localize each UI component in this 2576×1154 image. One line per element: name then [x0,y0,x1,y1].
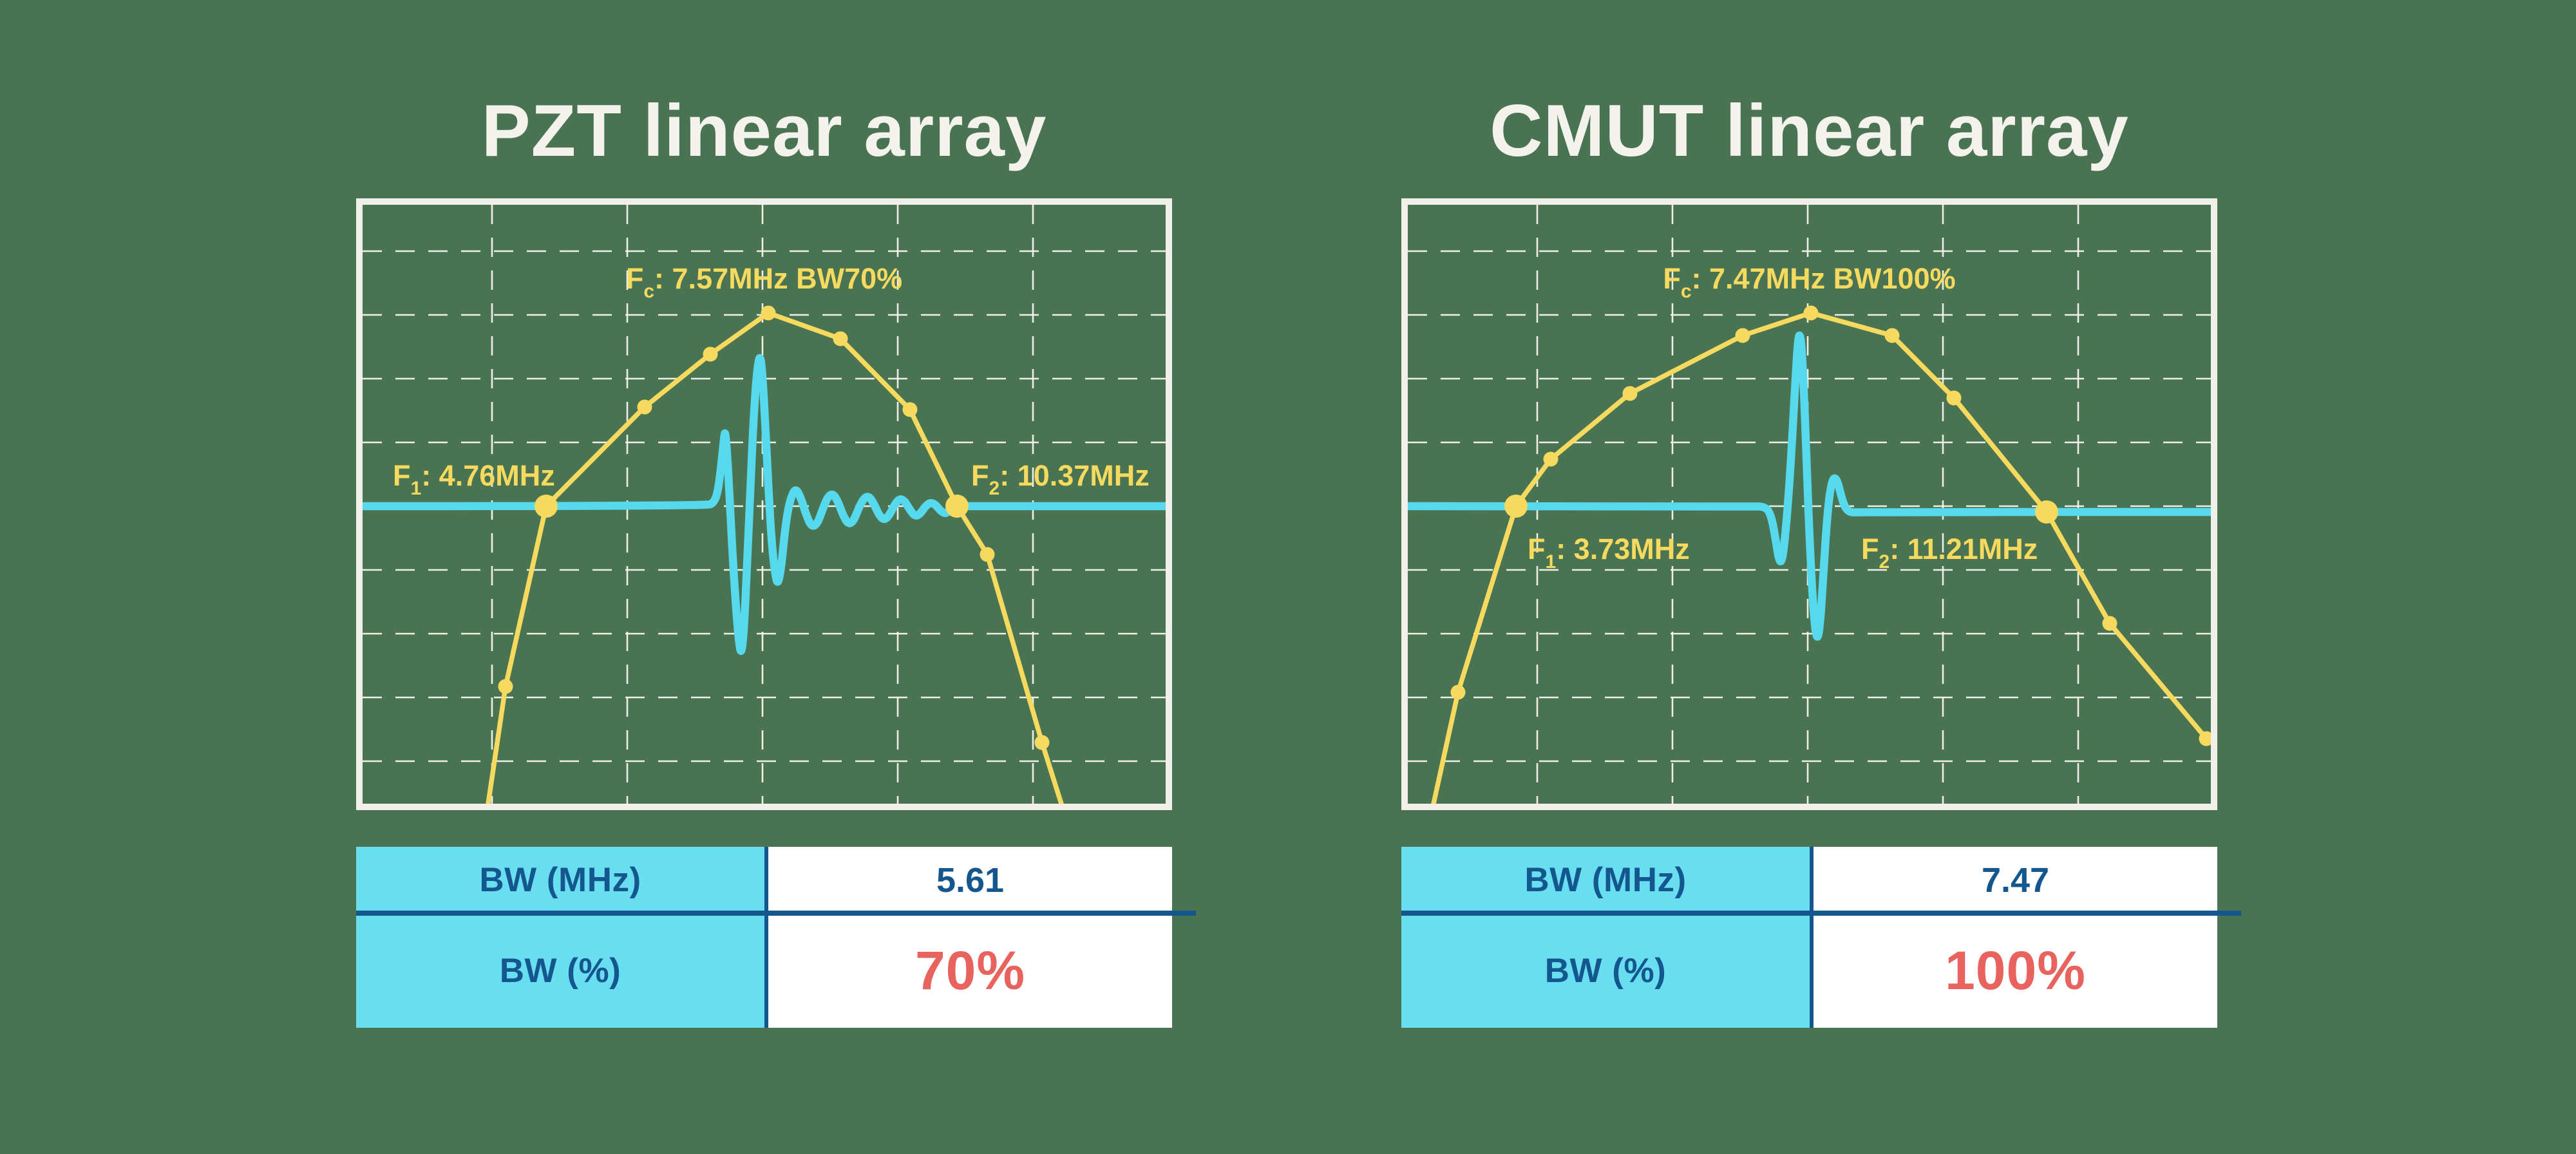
f1-label-f: F [1528,533,1546,565]
f1-label-sub: 1 [410,478,422,499]
f1-label-value: : 4.76MHz [421,459,555,492]
spectrum-chart-cmut: Fc: 7.47MHz BW100% F1: 3.73MHz F2: 11.21… [1401,198,2217,810]
f2-label-f: F [1861,533,1879,565]
row-label-bw-pct: BW (%) [356,913,764,1028]
fc-label-sub: c [1680,281,1692,302]
f1-label-f: F [393,459,411,492]
fc-label-f: F [625,262,644,295]
fc-label-f: F [1663,262,1681,295]
table-row-bw-pct: BW (%) 100% [1401,913,2217,1028]
fc-label-value: : 7.47MHz BW100% [1691,262,1956,295]
table-row-bw-mhz: BW (MHz) 5.61 [356,847,1172,913]
f1-label-sub: 1 [1545,551,1557,572]
f2-annotation-cmut: F2: 11.21MHz [1861,533,2038,572]
fc-annotation-pzt: Fc: 7.57MHz BW70% [363,262,1166,301]
panel-cmut: CMUT linear array Fc: 7.47MHz BW100% F1:… [1401,0,2241,1154]
panel-title-pzt: PZT linear array [481,90,1047,172]
fc-label-value: : 7.57MHz BW70% [654,262,903,295]
f1-annotation-pzt: F1: 4.76MHz [393,459,555,498]
row-label-bw-pct: BW (%) [1401,913,1810,1028]
row-value-bw-mhz: 5.61 [764,847,1172,913]
row-label-bw-mhz: BW (MHz) [356,847,764,913]
f2-label-sub: 2 [989,478,1000,499]
bw-table-pzt: BW (MHz) 5.61 BW (%) 70% [356,847,1196,1028]
fc-annotation-cmut: Fc: 7.47MHz BW100% [1408,262,2211,301]
fc-label-sub: c [643,281,655,302]
row-value-bw-mhz: 7.47 [1810,847,2217,913]
row-label-bw-mhz: BW (MHz) [1401,847,1810,913]
table-row-bw-mhz: BW (MHz) 7.47 [1401,847,2217,913]
f2-annotation-pzt: F2: 10.37MHz [971,459,1150,498]
f2-label-value: : 11.21MHz [1889,533,2038,565]
table-row-bw-pct: BW (%) 70% [356,913,1172,1028]
f1-annotation-cmut: F1: 3.73MHz [1528,533,1690,572]
f2-label-f: F [971,459,989,492]
spectrum-plot-cmut [1408,205,2211,804]
panel-pzt: PZT linear array Fc: 7.57MHz BW70% F1: 4… [356,0,1196,1154]
panel-title-cmut: CMUT linear array [1490,90,2129,172]
bw-table-cmut: BW (MHz) 7.47 BW (%) 100% [1401,847,2241,1028]
table-row-divider [356,911,1196,916]
spectrum-chart-pzt: Fc: 7.57MHz BW70% F1: 4.76MHz F2: 10.37M… [356,198,1172,810]
row-value-bw-pct: 70% [764,913,1172,1028]
spectrum-plot-pzt [363,205,1166,804]
f2-label-value: : 10.37MHz [999,459,1150,492]
f2-label-sub: 2 [1879,551,1890,572]
f1-label-value: : 3.73MHz [1556,533,1690,565]
row-value-bw-pct: 100% [1810,913,2217,1028]
table-row-divider [1401,911,2241,916]
